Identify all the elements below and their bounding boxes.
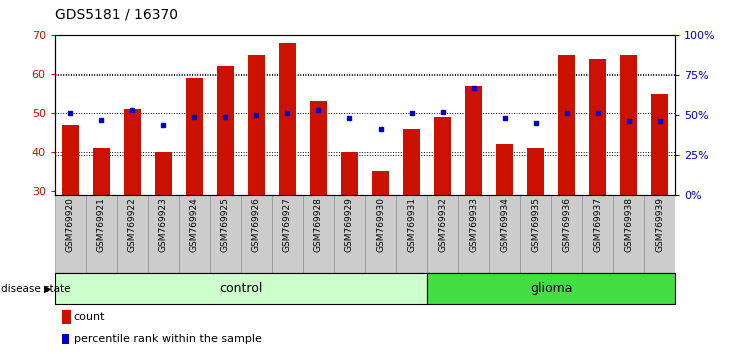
Text: GSM769938: GSM769938	[624, 197, 633, 252]
Bar	[124, 109, 141, 195]
Text: count: count	[74, 312, 105, 322]
Text: GSM769937: GSM769937	[593, 197, 602, 252]
Text: ▶: ▶	[44, 284, 51, 293]
Text: percentile rank within the sample: percentile rank within the sample	[74, 334, 261, 344]
Bar	[496, 144, 513, 195]
Text: GSM769933: GSM769933	[469, 197, 478, 252]
Text: GSM769920: GSM769920	[66, 197, 74, 252]
Bar	[279, 43, 296, 195]
Bar	[62, 125, 79, 195]
Bar	[341, 152, 358, 195]
Text: glioma: glioma	[530, 282, 572, 295]
Bar	[527, 148, 544, 195]
Bar	[55, 195, 86, 273]
Text: GSM769932: GSM769932	[438, 197, 447, 252]
Bar	[86, 195, 117, 273]
Bar	[372, 171, 389, 195]
Text: GSM769925: GSM769925	[221, 197, 230, 252]
Bar	[55, 273, 427, 304]
Bar	[489, 195, 520, 273]
Text: control: control	[219, 282, 263, 295]
Bar	[465, 86, 482, 195]
Bar	[155, 152, 172, 195]
Bar	[434, 117, 451, 195]
Bar	[117, 195, 147, 273]
Bar	[334, 195, 365, 273]
Bar	[458, 195, 489, 273]
Text: GSM769928: GSM769928	[314, 197, 323, 252]
Bar	[613, 195, 645, 273]
Bar	[303, 195, 334, 273]
Text: GSM769927: GSM769927	[283, 197, 292, 252]
Bar	[651, 94, 668, 195]
Bar	[558, 55, 575, 195]
Bar	[310, 102, 327, 195]
Text: GSM769935: GSM769935	[531, 197, 540, 252]
Text: GSM769930: GSM769930	[376, 197, 385, 252]
Text: GSM769924: GSM769924	[190, 197, 199, 252]
Bar	[248, 55, 265, 195]
Text: GSM769936: GSM769936	[562, 197, 571, 252]
Bar	[365, 195, 396, 273]
Text: GSM769923: GSM769923	[159, 197, 168, 252]
Bar	[583, 195, 613, 273]
Bar	[272, 195, 303, 273]
Text: GSM769939: GSM769939	[656, 197, 664, 252]
Bar	[147, 195, 179, 273]
Bar	[427, 195, 458, 273]
Bar	[217, 67, 234, 195]
Text: GSM769926: GSM769926	[252, 197, 261, 252]
Bar	[520, 195, 551, 273]
Text: GDS5181 / 16370: GDS5181 / 16370	[55, 7, 177, 21]
Bar	[186, 78, 203, 195]
Bar	[645, 195, 675, 273]
Text: GSM769931: GSM769931	[407, 197, 416, 252]
Bar	[620, 55, 637, 195]
Bar	[179, 195, 210, 273]
Text: disease state: disease state	[1, 284, 70, 293]
Bar	[589, 59, 606, 195]
Bar	[427, 273, 675, 304]
Bar	[241, 195, 272, 273]
Bar	[93, 148, 110, 195]
Text: GSM769929: GSM769929	[345, 197, 354, 252]
Bar	[210, 195, 241, 273]
Text: GSM769921: GSM769921	[97, 197, 106, 252]
Bar	[551, 195, 583, 273]
Bar	[396, 195, 427, 273]
Bar	[403, 129, 420, 195]
Text: GSM769934: GSM769934	[500, 197, 509, 252]
Text: GSM769922: GSM769922	[128, 197, 137, 252]
